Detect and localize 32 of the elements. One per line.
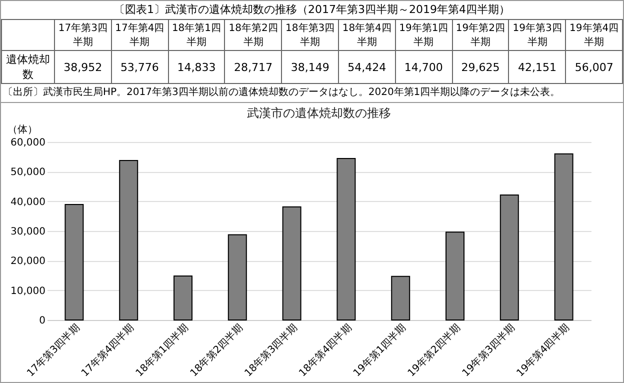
category-label: 19年第1四半期	[399, 23, 448, 48]
data-label: 42,151	[508, 50, 566, 84]
category-label: 17年第3四半期	[58, 23, 108, 48]
y-tick-label: 40,000	[10, 196, 46, 208]
data-label: 14,833	[168, 50, 225, 84]
data-label: 38,952	[54, 50, 112, 84]
y-tick-label: 20,000	[10, 256, 46, 268]
data-label: 14,700	[395, 50, 452, 84]
y-tick-label: 60,000	[10, 138, 46, 148]
category-label: 18年第4四半期	[342, 23, 392, 48]
text: 〔出所〕武漢市民生局HP。2017年第3四半期以前の遺体焼却数のデータはなし。2020年第1四半期以降のデータは未公表。	[1, 84, 623, 103]
category-label: 18年第1四半期	[172, 23, 222, 48]
y-tick-label: 10,000	[10, 286, 46, 297]
data-label: 54,424	[338, 50, 396, 84]
data-label: 56,007	[566, 50, 622, 84]
y-tick-label: 0	[39, 316, 46, 326]
data-label: 53,776	[111, 50, 168, 84]
data-label: 38,149	[282, 50, 338, 84]
category-label: 17年第4四半期	[115, 23, 164, 48]
category-label: 19年第2四半期	[456, 23, 506, 48]
data-label: 28,717	[224, 50, 282, 84]
chart-title: 武漢市の遺体焼却数の推移	[247, 106, 391, 120]
category-label: 19年第3四半期	[512, 23, 562, 48]
data-label: 29,625	[452, 50, 509, 84]
text: 遺体焼却数	[2, 50, 54, 84]
y-tick-label: 50,000	[10, 167, 46, 178]
text: 〔図表1〕武漢市の遺体焼却数の推移（2017年第3四半期～2019年第4四半期）	[113, 2, 511, 18]
category-label: 19年第4四半期	[570, 23, 619, 48]
category-label: 18年第2四半期	[228, 23, 278, 48]
y-axis-title: （体）	[8, 124, 38, 136]
category-label: 18年第3四半期	[286, 23, 335, 48]
y-tick-label: 30,000	[10, 226, 46, 238]
